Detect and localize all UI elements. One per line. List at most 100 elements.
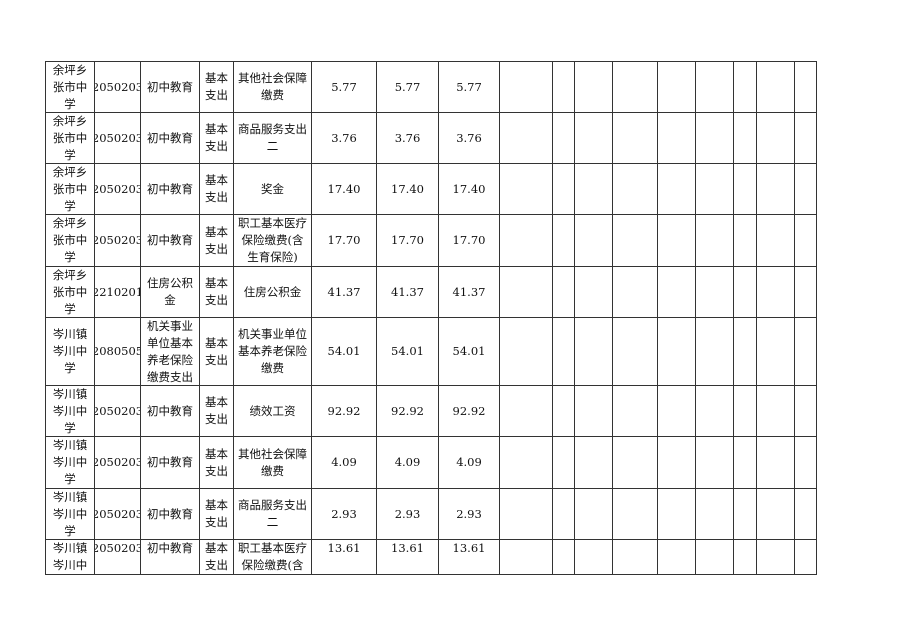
unit-cell-text: 岑川镇 岑川中 学: [52, 489, 88, 538]
code-cell-text: 2050203: [95, 181, 140, 196]
code-cell-text: 2050203: [95, 506, 140, 521]
unit-cell: 余坪乡 张市中 学: [45, 112, 95, 164]
empty-cell: [756, 266, 795, 318]
type-cell: 基本 支出: [199, 539, 234, 575]
unit-cell: 岑川镇 岑川中 学: [45, 317, 95, 386]
unit-cell-text: 余坪乡 张市中 学: [52, 164, 88, 213]
code-cell: 2050203: [94, 163, 141, 215]
table-row: 余坪乡 张市中 学 2050203 初中教育 基本 支出 其他社会保障 缴费 5.77 5.…: [45, 61, 817, 113]
unit-cell: 余坪乡 张市中 学: [45, 61, 95, 113]
empty-cell: [756, 112, 795, 164]
subject-cell: 机关事业 单位基本 养老保险 缴费支出: [140, 317, 200, 386]
empty-cell: [612, 539, 658, 575]
amount-subtotal-cell-text: 92.92: [391, 403, 424, 418]
amount-subtotal-cell: 4.09: [376, 436, 439, 489]
code-cell-text: 2210201: [95, 284, 140, 299]
empty-cell: [499, 163, 553, 215]
item-cell-text: 商品服务支出 二: [238, 122, 307, 153]
empty-cell: [552, 436, 575, 489]
empty-cell: [695, 266, 734, 318]
amount-basic-cell-text: 54.01: [452, 344, 486, 358]
amount-basic-cell: 4.09: [438, 436, 500, 489]
table-row: 岑川镇 岑川中 2050203 初中教育 基本 支出 职工基本医疗 保险缴费(含 13.6…: [45, 539, 817, 575]
amount-basic-cell-text: 3.76: [456, 130, 482, 145]
type-cell: 基本 支出: [199, 266, 234, 318]
amount-subtotal-cell: 92.92: [376, 385, 439, 437]
empty-cell: [552, 317, 575, 386]
empty-cell: [733, 214, 757, 267]
item-cell: 商品服务支出 二: [233, 112, 312, 164]
unit-cell-text: 岑川镇 岑川中 学: [52, 386, 88, 435]
empty-cell: [574, 112, 613, 164]
amount-basic-cell-text: 41.37: [452, 284, 486, 299]
empty-cell: [794, 61, 817, 113]
subject-cell: 初中教育: [140, 214, 200, 267]
item-cell-text: 住房公积金: [243, 284, 302, 299]
type-cell-text: 基本 支出: [205, 276, 228, 307]
amount-total-cell: 2.93: [311, 488, 377, 540]
subject-cell-text: 初中教育: [147, 541, 193, 555]
empty-cell: [612, 317, 658, 386]
unit-cell-text: 余坪乡 张市中 学: [52, 216, 88, 264]
amount-subtotal-cell-text: 17.70: [391, 233, 424, 247]
item-cell-text: 奖金: [261, 181, 284, 196]
code-cell-text: 2050203: [95, 455, 140, 469]
empty-cell: [499, 436, 553, 489]
amount-basic-cell-text: 2.93: [456, 506, 482, 521]
item-cell: 机关事业单位 基本养老保险 缴费: [233, 317, 312, 386]
empty-cell: [499, 61, 553, 113]
empty-cell: [552, 112, 575, 164]
empty-cell: [552, 488, 575, 540]
item-cell-text: 商品服务支出 二: [238, 498, 307, 529]
empty-cell: [756, 214, 795, 267]
amount-total-cell: 13.61: [311, 539, 377, 575]
item-cell: 住房公积金: [233, 266, 312, 318]
empty-cell: [756, 488, 795, 540]
empty-cell: [794, 539, 817, 575]
amount-basic-cell: 41.37: [438, 266, 500, 318]
type-cell-text: 基本 支出: [205, 173, 228, 204]
amount-total-cell: 4.09: [311, 436, 377, 489]
empty-cell: [657, 214, 696, 267]
amount-basic-cell: 92.92: [438, 385, 500, 437]
amount-subtotal-cell-text: 17.40: [391, 181, 424, 196]
empty-cell: [657, 385, 696, 437]
empty-cell: [695, 163, 734, 215]
empty-cell: [695, 488, 734, 540]
amount-total-cell: 92.92: [311, 385, 377, 437]
subject-cell-text: 初中教育: [147, 233, 193, 247]
table-row: 岑川镇 岑川中 学 2050203 初中教育 基本 支出 其他社会保障 缴费 4.09 4.…: [45, 436, 817, 489]
code-cell: 2050203: [94, 112, 141, 164]
unit-cell-text: 岑川镇 岑川中: [52, 541, 88, 572]
empty-cell: [657, 317, 696, 386]
amount-subtotal-cell-text: 41.37: [391, 284, 424, 299]
amount-subtotal-cell-text: 3.76: [394, 130, 421, 145]
empty-cell: [612, 61, 658, 113]
subject-cell-text: 初中教育: [147, 403, 193, 418]
empty-cell: [612, 112, 658, 164]
item-cell: 绩效工资: [233, 385, 312, 437]
empty-cell: [756, 436, 795, 489]
amount-subtotal-cell: 2.93: [376, 488, 439, 540]
unit-cell: 岑川镇 岑川中: [45, 539, 95, 575]
table-row: 岑川镇 岑川中 学 2050203 初中教育 基本 支出 绩效工资 92.92 92.92 9…: [45, 385, 817, 437]
empty-cell: [499, 112, 553, 164]
unit-cell: 余坪乡 张市中 学: [45, 214, 95, 267]
empty-cell: [657, 112, 696, 164]
empty-cell: [612, 488, 658, 540]
empty-cell: [794, 436, 817, 489]
item-cell-text: 其他社会保障 缴费: [238, 71, 307, 102]
code-cell-text: 2050203: [95, 79, 140, 94]
subject-cell: 初中教育: [140, 163, 200, 215]
type-cell: 基本 支出: [199, 436, 234, 489]
type-cell: 基本 支出: [199, 163, 234, 215]
empty-cell: [756, 163, 795, 215]
type-cell-text: 基本 支出: [205, 541, 228, 572]
unit-cell: 岑川镇 岑川中 学: [45, 436, 95, 489]
type-cell-text: 基本 支出: [205, 224, 228, 256]
type-cell: 基本 支出: [199, 61, 234, 113]
code-cell: 2210201: [94, 266, 141, 318]
empty-cell: [552, 539, 575, 575]
amount-total-cell: 41.37: [311, 266, 377, 318]
empty-cell: [574, 317, 613, 386]
